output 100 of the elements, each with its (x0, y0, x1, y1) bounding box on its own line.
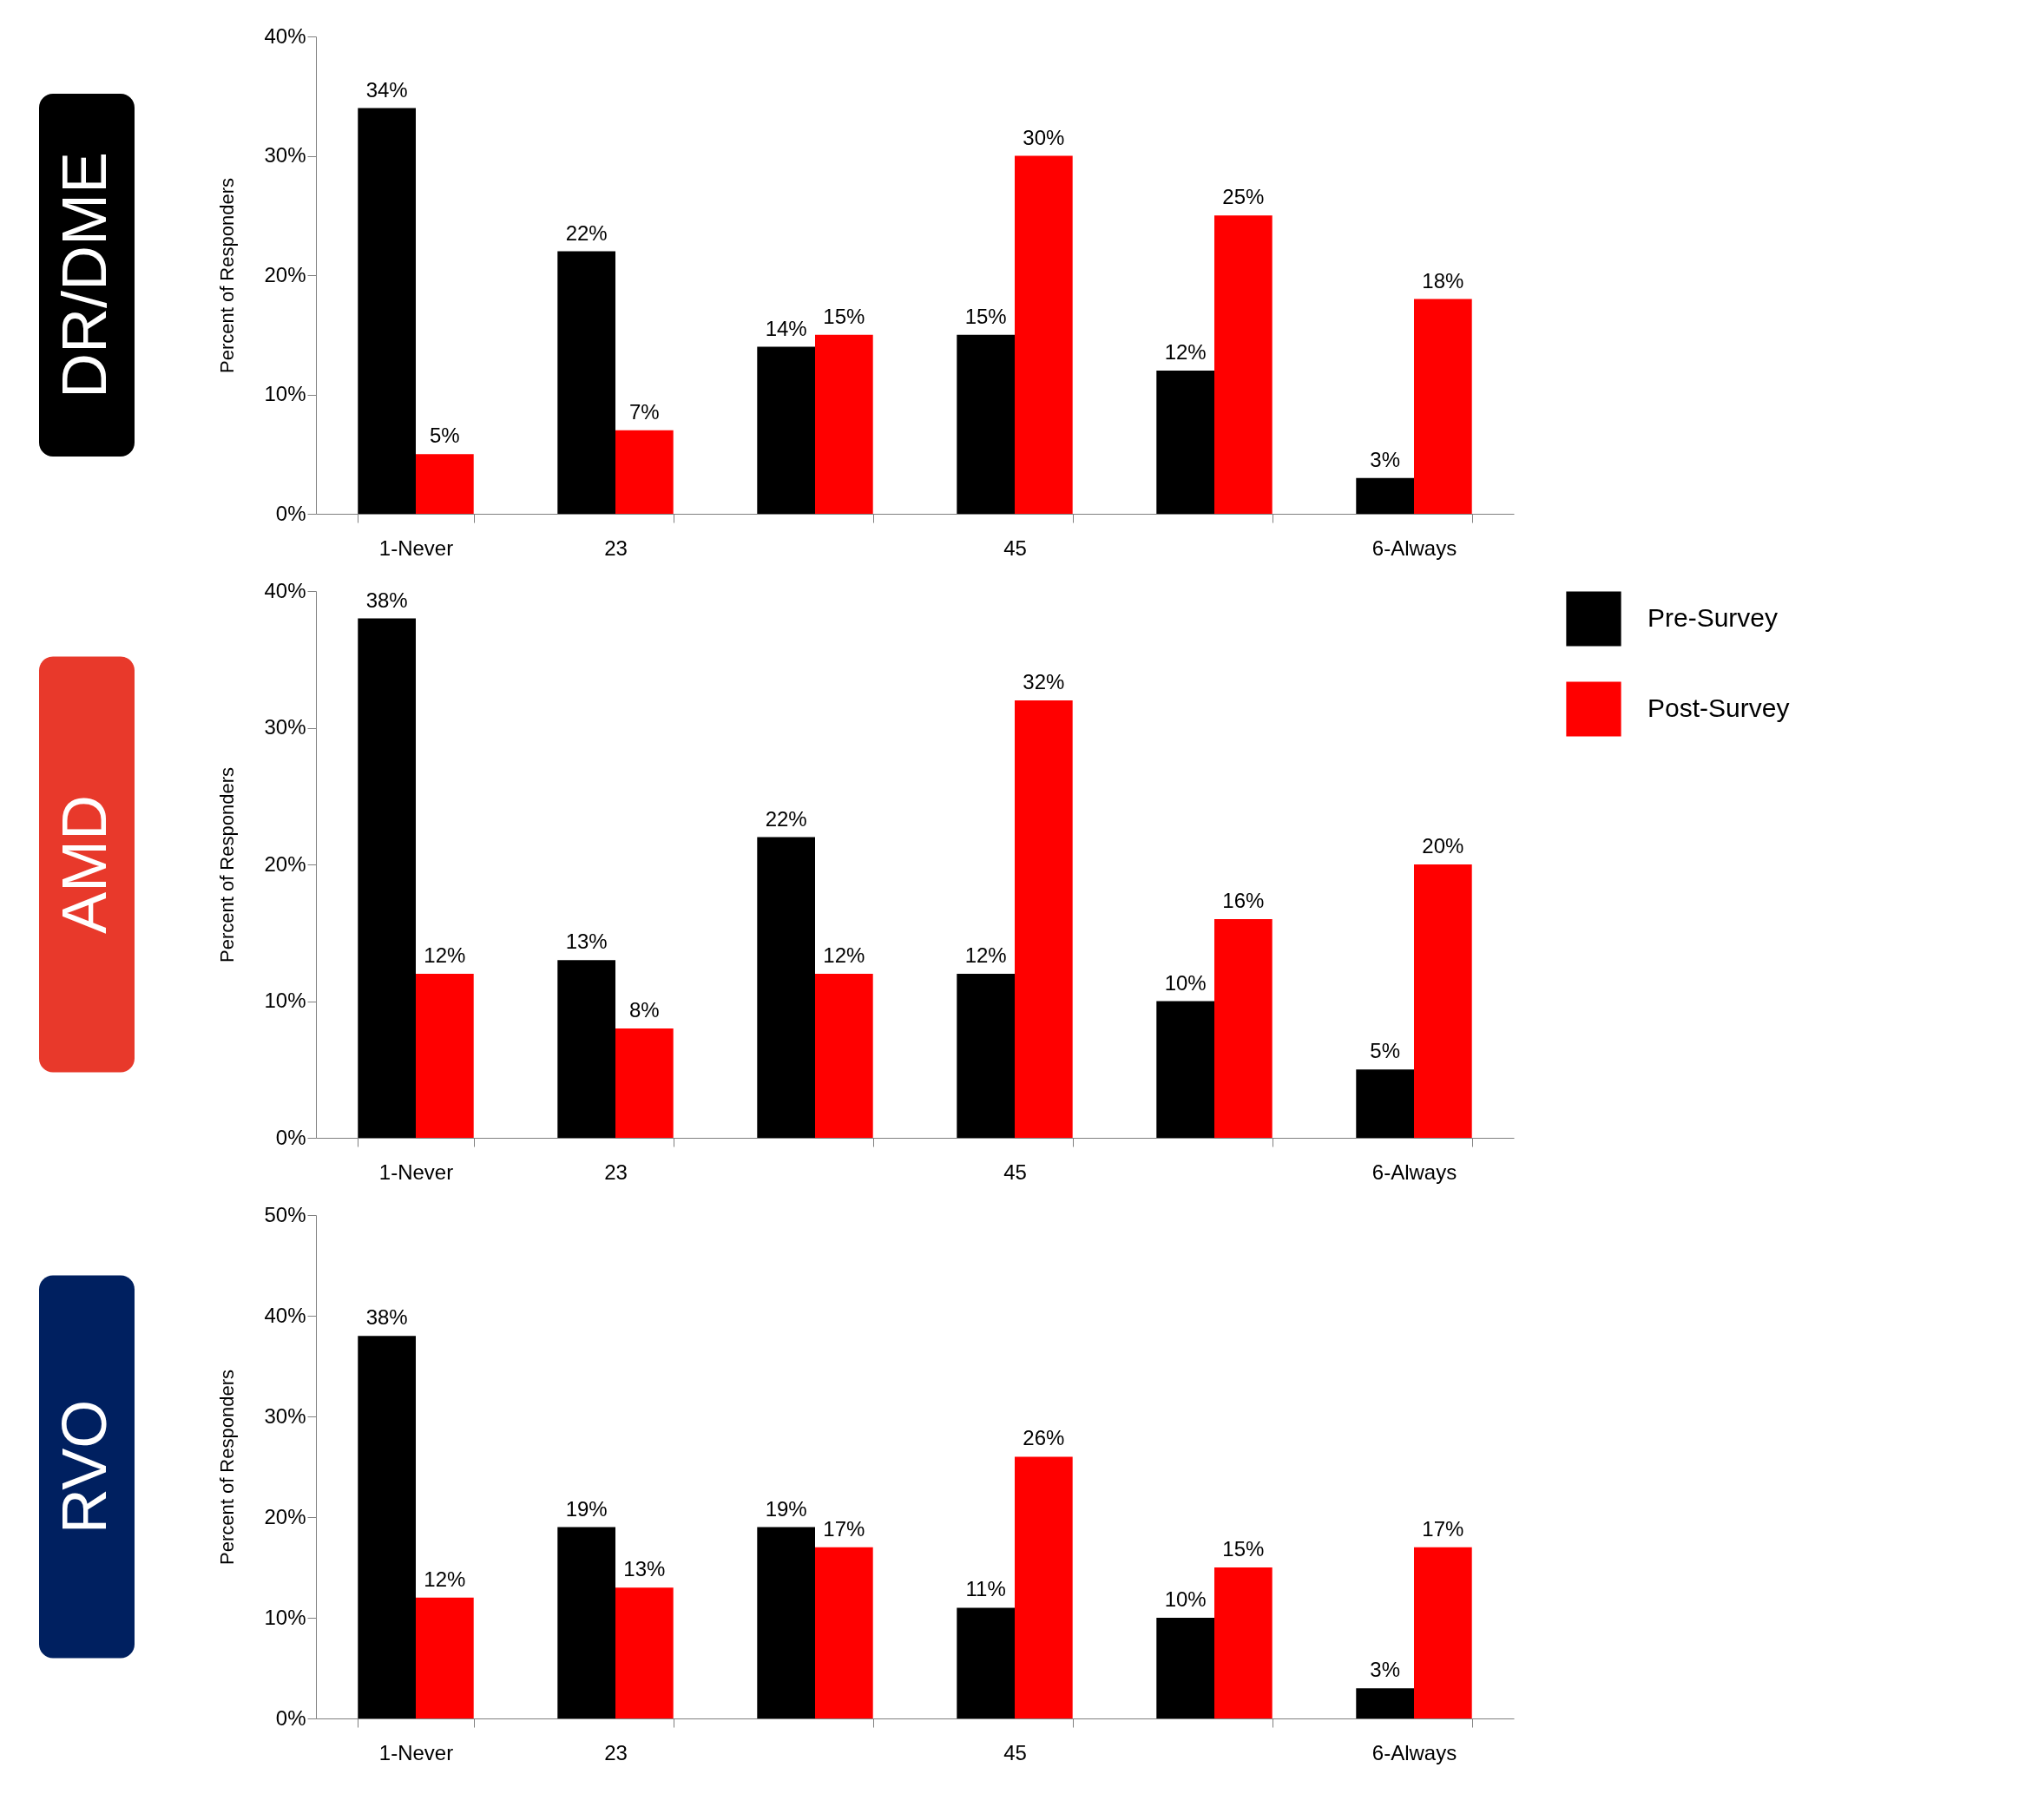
data-label: 13% (623, 1557, 666, 1581)
bar (757, 1527, 815, 1718)
data-label: 17% (1422, 1516, 1464, 1541)
bar (1214, 1567, 1273, 1718)
data-label: 11% (965, 1577, 1006, 1601)
bar (1015, 155, 1073, 514)
bar (815, 334, 873, 514)
data-label: 7% (629, 399, 660, 424)
x-tick-label: 6-Always (1371, 1740, 1457, 1764)
data-label: 16% (1222, 889, 1265, 912)
text: RVO (49, 1399, 119, 1534)
y-tick-label: 30% (264, 1403, 306, 1428)
legend-label: Post-Survey (1647, 693, 1790, 722)
y-tick-label: 0% (275, 501, 306, 525)
y-tick-label: 0% (275, 1705, 306, 1730)
y-tick-label: 10% (264, 382, 306, 405)
y-tick-label: 40% (264, 578, 306, 602)
data-label: 14% (765, 316, 807, 340)
x-tick-label: 1-Never (378, 1740, 454, 1764)
bar (1356, 1688, 1414, 1718)
data-label: 30% (1023, 125, 1065, 149)
text: DR/DME (49, 152, 119, 398)
data-label: 12% (424, 1567, 466, 1591)
data-label: 22% (765, 806, 807, 831)
data-label: 3% (1370, 447, 1400, 471)
x-tick-label: 1-Never (378, 535, 454, 560)
bar (1156, 1001, 1214, 1138)
y-tick-label: 20% (264, 262, 306, 286)
data-label: 38% (365, 1305, 408, 1330)
x-tick-label: 6-Always (1371, 535, 1457, 560)
data-label: 12% (823, 943, 865, 967)
y-tick-label: 0% (275, 1125, 306, 1149)
data-label: 8% (629, 998, 660, 1022)
data-label: 13% (565, 930, 608, 954)
data-label: 15% (964, 304, 1007, 328)
bar (358, 108, 416, 514)
bar (358, 1336, 416, 1718)
x-tick-label: 45 (1003, 535, 1027, 560)
data-label: 15% (1222, 1537, 1265, 1560)
y-tick-label: 40% (264, 1303, 306, 1327)
x-tick-label: 45 (1003, 1160, 1027, 1184)
bar (358, 618, 416, 1138)
data-label: 26% (1023, 1426, 1065, 1450)
bar (1214, 215, 1273, 514)
bar (416, 1597, 474, 1718)
bar (757, 837, 815, 1138)
bar (615, 1587, 674, 1718)
legend-label: Pre-Survey (1647, 603, 1779, 632)
bar (957, 334, 1015, 514)
data-label: 12% (424, 943, 466, 967)
bar (1414, 864, 1472, 1138)
bar (1414, 299, 1472, 514)
data-label: 25% (1222, 185, 1265, 209)
y-axis-title: Percent of Responders (216, 177, 239, 374)
data-label: 12% (1164, 340, 1207, 364)
data-label: 12% (964, 943, 1007, 967)
data-label: 3% (1370, 1658, 1400, 1682)
bar (815, 1547, 873, 1718)
y-axis-title: Percent of Responders (216, 1369, 239, 1566)
y-tick-label: 20% (264, 851, 306, 876)
y-tick-label: 40% (264, 23, 306, 48)
y-tick-label: 30% (264, 715, 306, 739)
x-tick-label: 23 (604, 1160, 628, 1184)
data-label: 5% (430, 424, 460, 448)
bar (757, 346, 815, 514)
y-tick-label: 10% (264, 1605, 306, 1629)
x-tick-label: 23 (604, 535, 628, 560)
bar (557, 1527, 615, 1718)
bar (557, 960, 615, 1138)
bar (1015, 700, 1073, 1138)
data-label: 32% (1023, 670, 1065, 693)
x-tick-label: 45 (1003, 1740, 1027, 1764)
data-label: 34% (365, 77, 408, 102)
bar (1356, 477, 1414, 514)
y-tick-label: 10% (264, 989, 306, 1012)
bar (957, 1607, 1015, 1718)
bar (1156, 1618, 1214, 1718)
y-axis-title: Percent of Responders (216, 766, 239, 963)
bar (615, 1028, 674, 1138)
data-label: 38% (365, 588, 408, 612)
data-label: 19% (565, 1496, 608, 1521)
bar (416, 974, 474, 1138)
bar (1015, 1456, 1073, 1718)
bar (557, 251, 615, 514)
y-tick-label: 20% (264, 1504, 306, 1528)
text: AMD (49, 795, 119, 934)
data-label: 15% (823, 304, 865, 328)
x-tick-label: 23 (604, 1740, 628, 1764)
bar (1356, 1069, 1414, 1138)
data-label: 20% (1422, 834, 1464, 857)
bar (1156, 371, 1214, 514)
x-tick-label: 1-Never (378, 1160, 454, 1184)
data-label: 10% (1164, 1587, 1207, 1611)
data-label: 5% (1370, 1039, 1400, 1063)
data-label: 10% (1164, 970, 1207, 995)
data-label: 18% (1422, 268, 1464, 292)
bar (1414, 1547, 1472, 1718)
x-tick-label: 6-Always (1371, 1160, 1457, 1184)
bar (957, 974, 1015, 1138)
data-label: 17% (823, 1516, 865, 1541)
